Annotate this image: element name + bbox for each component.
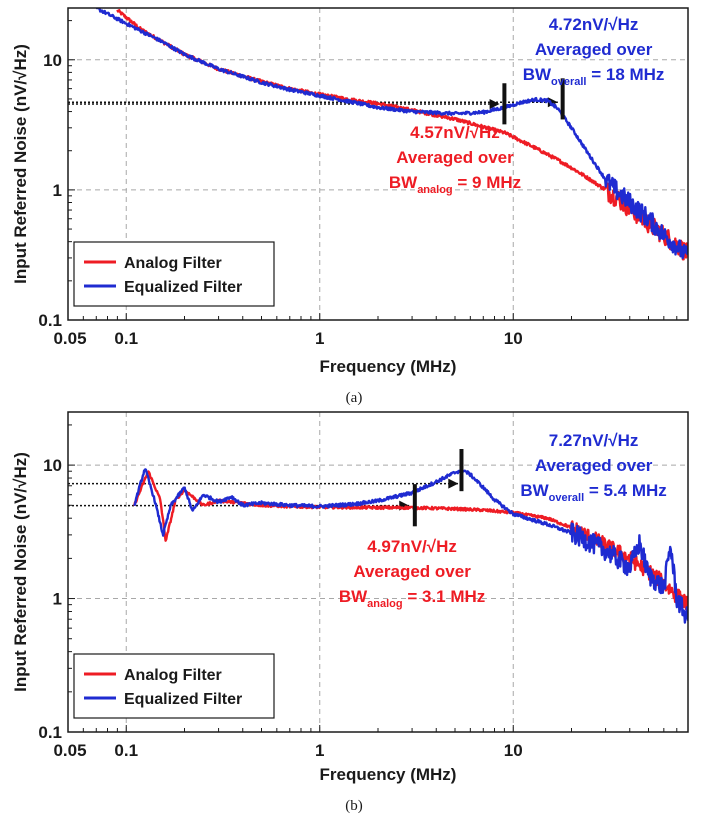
x-tick-label: 0.05 xyxy=(53,329,86,348)
y-tick-label: 10 xyxy=(43,51,62,70)
x-axis-label: Frequency (MHz) xyxy=(320,357,457,376)
series-group xyxy=(95,8,688,261)
panel-caption: (b) xyxy=(345,798,363,814)
legend-box xyxy=(73,241,275,307)
series-line-equalized-filter xyxy=(133,467,688,624)
x-tick-label: 0.1 xyxy=(114,741,138,760)
annotation: 7.27nV/√Hz Averaged over BWoverall = 5.4 M… xyxy=(520,431,666,504)
annotation-line: 7.27nV/√Hz xyxy=(549,431,639,450)
annotation-line: Averaged over xyxy=(396,148,514,167)
x-tick-label: 0.1 xyxy=(114,329,138,348)
annotation: 4.57nV/√Hz Averaged over BWanalog = 9 MHz xyxy=(389,123,521,196)
bandwidth-markers xyxy=(412,449,464,527)
legend: Analog Filter Equalized Filter xyxy=(73,653,275,719)
annotation-line: Averaged over xyxy=(353,562,471,581)
x-tick-label: 10 xyxy=(504,329,523,348)
legend-entry-label: Analog Filter xyxy=(124,667,222,684)
x-tick-label: 10 xyxy=(504,741,523,760)
annotation-line: Averaged over xyxy=(535,40,653,59)
legend-entry-label: Equalized Filter xyxy=(124,279,242,296)
plot-frame xyxy=(67,7,689,321)
x-tick-label: 1 xyxy=(315,741,324,760)
series-group xyxy=(133,467,688,624)
arrowhead-marker xyxy=(489,99,500,110)
y-tick-label: 1 xyxy=(53,181,62,200)
y-axis-label: Input Referred Noise (nV/√Hz) xyxy=(11,452,30,692)
legend-box xyxy=(73,653,275,719)
annotation-line: Averaged over xyxy=(535,456,653,475)
y-axis-label: Input Referred Noise (nV/√Hz) xyxy=(11,44,30,284)
panel-caption: (a) xyxy=(346,390,363,406)
x-axis-label: Frequency (MHz) xyxy=(320,765,457,784)
annotation-line: 4.57nV/√Hz xyxy=(410,123,500,142)
annotation-line: BWanalog = 9 MHz xyxy=(389,173,521,196)
annotation-line: 4.72nV/√Hz xyxy=(549,15,639,34)
reference-lines xyxy=(68,97,558,110)
bandwidth-markers xyxy=(502,78,565,125)
annotation-line: 4.97nV/√Hz xyxy=(367,537,457,556)
annotation: 4.72nV/√Hz Averaged over BWoverall = 18 MH… xyxy=(523,15,665,88)
annotation-line: BWoverall = 5.4 MHz xyxy=(520,481,666,504)
arrowhead-marker xyxy=(448,478,459,489)
y-tick-label: 0.1 xyxy=(38,723,62,742)
series-line-equalized-filter xyxy=(95,8,688,260)
y-tick-label: 1 xyxy=(53,590,62,609)
plot-frame xyxy=(67,411,689,733)
legend-entry-label: Analog Filter xyxy=(124,255,222,272)
x-tick-label: 0.05 xyxy=(53,741,86,760)
y-tick-label: 10 xyxy=(43,456,62,475)
legend-entry-label: Equalized Filter xyxy=(124,691,242,708)
annotation-line: BWanalog = 3.1 MHz xyxy=(339,587,485,610)
grid xyxy=(68,412,688,732)
grid xyxy=(68,8,688,320)
annotation: 4.97nV/√Hz Averaged over BWanalog = 3.1 MH… xyxy=(339,537,485,610)
annotation-line: BWoverall = 18 MHz xyxy=(523,65,665,88)
y-tick-label: 0.1 xyxy=(38,311,62,330)
legend: Analog Filter Equalized Filter xyxy=(73,241,275,307)
x-tick-label: 1 xyxy=(315,329,324,348)
